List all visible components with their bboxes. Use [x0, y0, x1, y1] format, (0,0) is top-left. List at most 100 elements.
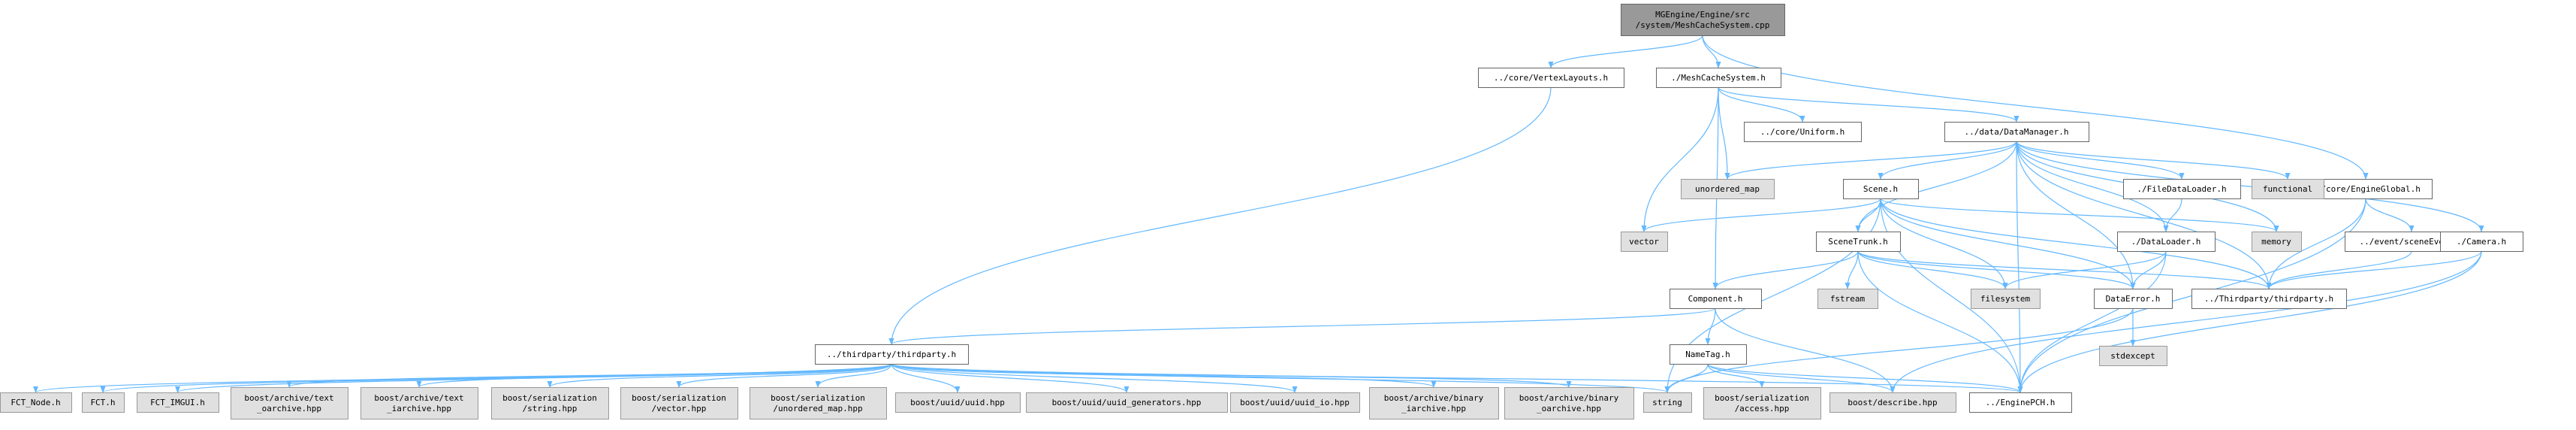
node-nametag-box [1670, 344, 1747, 365]
node-memory-box [2252, 232, 2302, 252]
edge-component-to-thirdparty [888, 307, 1716, 345]
node-binary_oarchive-label-0: boost/archive/binary [1519, 393, 1619, 403]
edge-camera-to-describe [1890, 250, 2482, 393]
node-thirdparty_caps-label-0: ../Thirdparty/thirdparty.h [2204, 294, 2333, 304]
node-fstream-label-0: fstream [1830, 294, 1866, 304]
node-dataloader-box [2117, 232, 2216, 252]
node-enginepch[interactable]: ../EnginePCH.h [1969, 392, 2072, 413]
node-component-box [1670, 289, 1762, 309]
node-functional-label-0: functional [2263, 184, 2312, 194]
node-text_oarchive-label-1: _oarchive.hpp [257, 404, 321, 413]
node-component[interactable]: Component.h [1670, 289, 1762, 309]
node-thirdparty[interactable]: ../thirdparty/thirdparty.h [815, 344, 969, 365]
node-unordered_map-label-0: unordered_map [1695, 184, 1760, 194]
edge-nametag-to-string [1664, 363, 1709, 393]
edge-nametag-to-enginepch [1707, 363, 2023, 393]
node-dataerror-label-0: DataError.h [2106, 294, 2161, 304]
node-ser_access-label-0: boost/serialization [1715, 393, 1809, 403]
node-describe: boost/describe.hpp [1829, 392, 1956, 413]
node-text_oarchive-box [231, 387, 348, 419]
edge-meshcachesystem-to-datamanager [1718, 86, 2019, 123]
node-filedataloader-label-0: ./FileDataLoader.h [2137, 184, 2226, 194]
node-vector-box [1621, 232, 1668, 252]
node-functional-box [2252, 179, 2324, 199]
edge-scenetrunk-to-enginepch [1857, 250, 2023, 393]
edge-scene-to-vector [1641, 198, 1881, 232]
edge-thirdparty-to-uuid_generators [891, 363, 1130, 393]
node-uuid_generators-box [1026, 392, 1228, 413]
node-fct-box [82, 392, 125, 413]
edge-sceneevent-to-thirdparty_caps [2266, 250, 2412, 289]
node-filesystem-label-0: filesystem [1980, 294, 2031, 304]
edge-datamanager-to-functional [2016, 141, 2291, 180]
edge-scenetrunk-to-dataerror [1857, 250, 2136, 289]
node-text_oarchive: boost/archive/text_oarchive.hpp [231, 387, 348, 419]
node-root[interactable]: MGEngine/Engine/src/system/MeshCacheSyst… [1621, 4, 1785, 36]
node-uuid: boost/uuid/uuid.hpp [895, 392, 1021, 413]
node-scenetrunk[interactable]: SceneTrunk.h [1816, 232, 1901, 252]
node-fct_imgui-label-0: FCT_IMGUI.h [150, 398, 205, 407]
edge-engineglobal-to-sceneevent [2365, 198, 2415, 232]
node-camera[interactable]: ./Camera.h [2440, 232, 2523, 252]
edge-nametag-to-describe [1707, 363, 1896, 393]
edge-vertexlayouts-to-thirdparty [888, 86, 1552, 345]
node-nametag[interactable]: NameTag.h [1670, 344, 1747, 365]
node-memory-label-0: memory [2261, 237, 2291, 247]
edge-scenetrunk-to-fstream [1845, 250, 1859, 289]
node-enginepch-box [1969, 392, 2072, 413]
node-uuid_generators-label-0: boost/uuid/uuid_generators.hpp [1052, 398, 1202, 407]
node-dataerror[interactable]: DataError.h [2094, 289, 2173, 309]
node-thirdparty-label-0: ../thirdparty/thirdparty.h [827, 350, 956, 359]
node-describe-label-0: boost/describe.hpp [1848, 398, 1937, 407]
node-vector-label-0: vector [1629, 237, 1659, 247]
node-meshcachesystem-box [1656, 68, 1781, 88]
node-uuid_io-label-0: boost/uuid/uuid_io.hpp [1240, 398, 1350, 407]
edge-thirdparty-to-ser_unordered_map [815, 363, 892, 388]
node-binary_iarchive-box [1369, 387, 1499, 419]
node-unordered_map: unordered_map [1681, 179, 1775, 199]
edge-thirdparty-to-uuid [891, 363, 961, 393]
edge-scene-to-memory [1880, 198, 2279, 232]
node-ser_string-box [491, 387, 609, 419]
node-vertexlayouts[interactable]: ../core/VertexLayouts.h [1478, 68, 1624, 88]
node-stdexcept-label-0: stdexcept [2110, 351, 2155, 361]
edge-dataloader-to-enginepch [2017, 250, 2167, 393]
edge-datamanager-to-scenetrunk [1855, 141, 2017, 232]
node-dataloader[interactable]: ./DataLoader.h [2117, 232, 2216, 252]
node-ser_vector: boost/serialization/vector.hpp [620, 387, 738, 419]
node-ser_access: boost/serialization/access.hpp [1703, 387, 1821, 419]
node-filesystem-box [1971, 289, 2041, 309]
node-datamanager[interactable]: ../data/DataManager.h [1944, 122, 2089, 142]
edge-scene-to-filesystem [1880, 198, 2008, 289]
node-thirdparty_caps[interactable]: ../Thirdparty/thirdparty.h [2191, 289, 2347, 309]
node-camera-label-0: ./Camera.h [2457, 237, 2506, 247]
edge-thirdparty-to-string [891, 363, 1670, 393]
node-datamanager-box [1944, 122, 2089, 142]
node-thirdparty_caps-box [2191, 289, 2347, 309]
edge-root-to-engineglobal [1702, 35, 2369, 180]
edge-thirdparty-to-text_oarchive [286, 363, 892, 388]
node-vertexlayouts-label-0: ../core/VertexLayouts.h [1494, 73, 1608, 83]
edge-scene-to-scenetrunk [1855, 198, 1881, 232]
edge-nametag-to-ser_access [1707, 363, 1765, 388]
node-text_oarchive-label-0: boost/archive/text [244, 393, 333, 403]
node-meshcachesystem[interactable]: ./MeshCacheSystem.h [1656, 68, 1781, 88]
node-text_iarchive-box [360, 387, 478, 419]
node-camera-box [2440, 232, 2523, 252]
edge-meshcachesystem-to-unordered_map [1718, 86, 1730, 180]
node-filedataloader-box [2123, 179, 2241, 199]
node-ser_access-box [1703, 387, 1821, 419]
node-filedataloader[interactable]: ./FileDataLoader.h [2123, 179, 2241, 199]
node-uniform[interactable]: ../core/Uniform.h [1744, 122, 1862, 142]
edge-scene-to-thirdparty_caps [1880, 198, 2272, 289]
node-fct_node-box [0, 392, 72, 413]
edge-thirdparty-to-text_iarchive [416, 363, 892, 388]
edge-dataloader-to-dataerror [2130, 250, 2167, 289]
nodes-layer: MGEngine/Engine/src/system/MeshCacheSyst… [0, 4, 2523, 419]
node-nametag-label-0: NameTag.h [1685, 350, 1730, 359]
node-scene[interactable]: Scene.h [1843, 179, 1919, 199]
node-root-label-0: MGEngine/Engine/src [1655, 10, 1750, 20]
edge-datamanager-to-scene [1878, 141, 2017, 180]
node-unordered_map-box [1681, 179, 1775, 199]
